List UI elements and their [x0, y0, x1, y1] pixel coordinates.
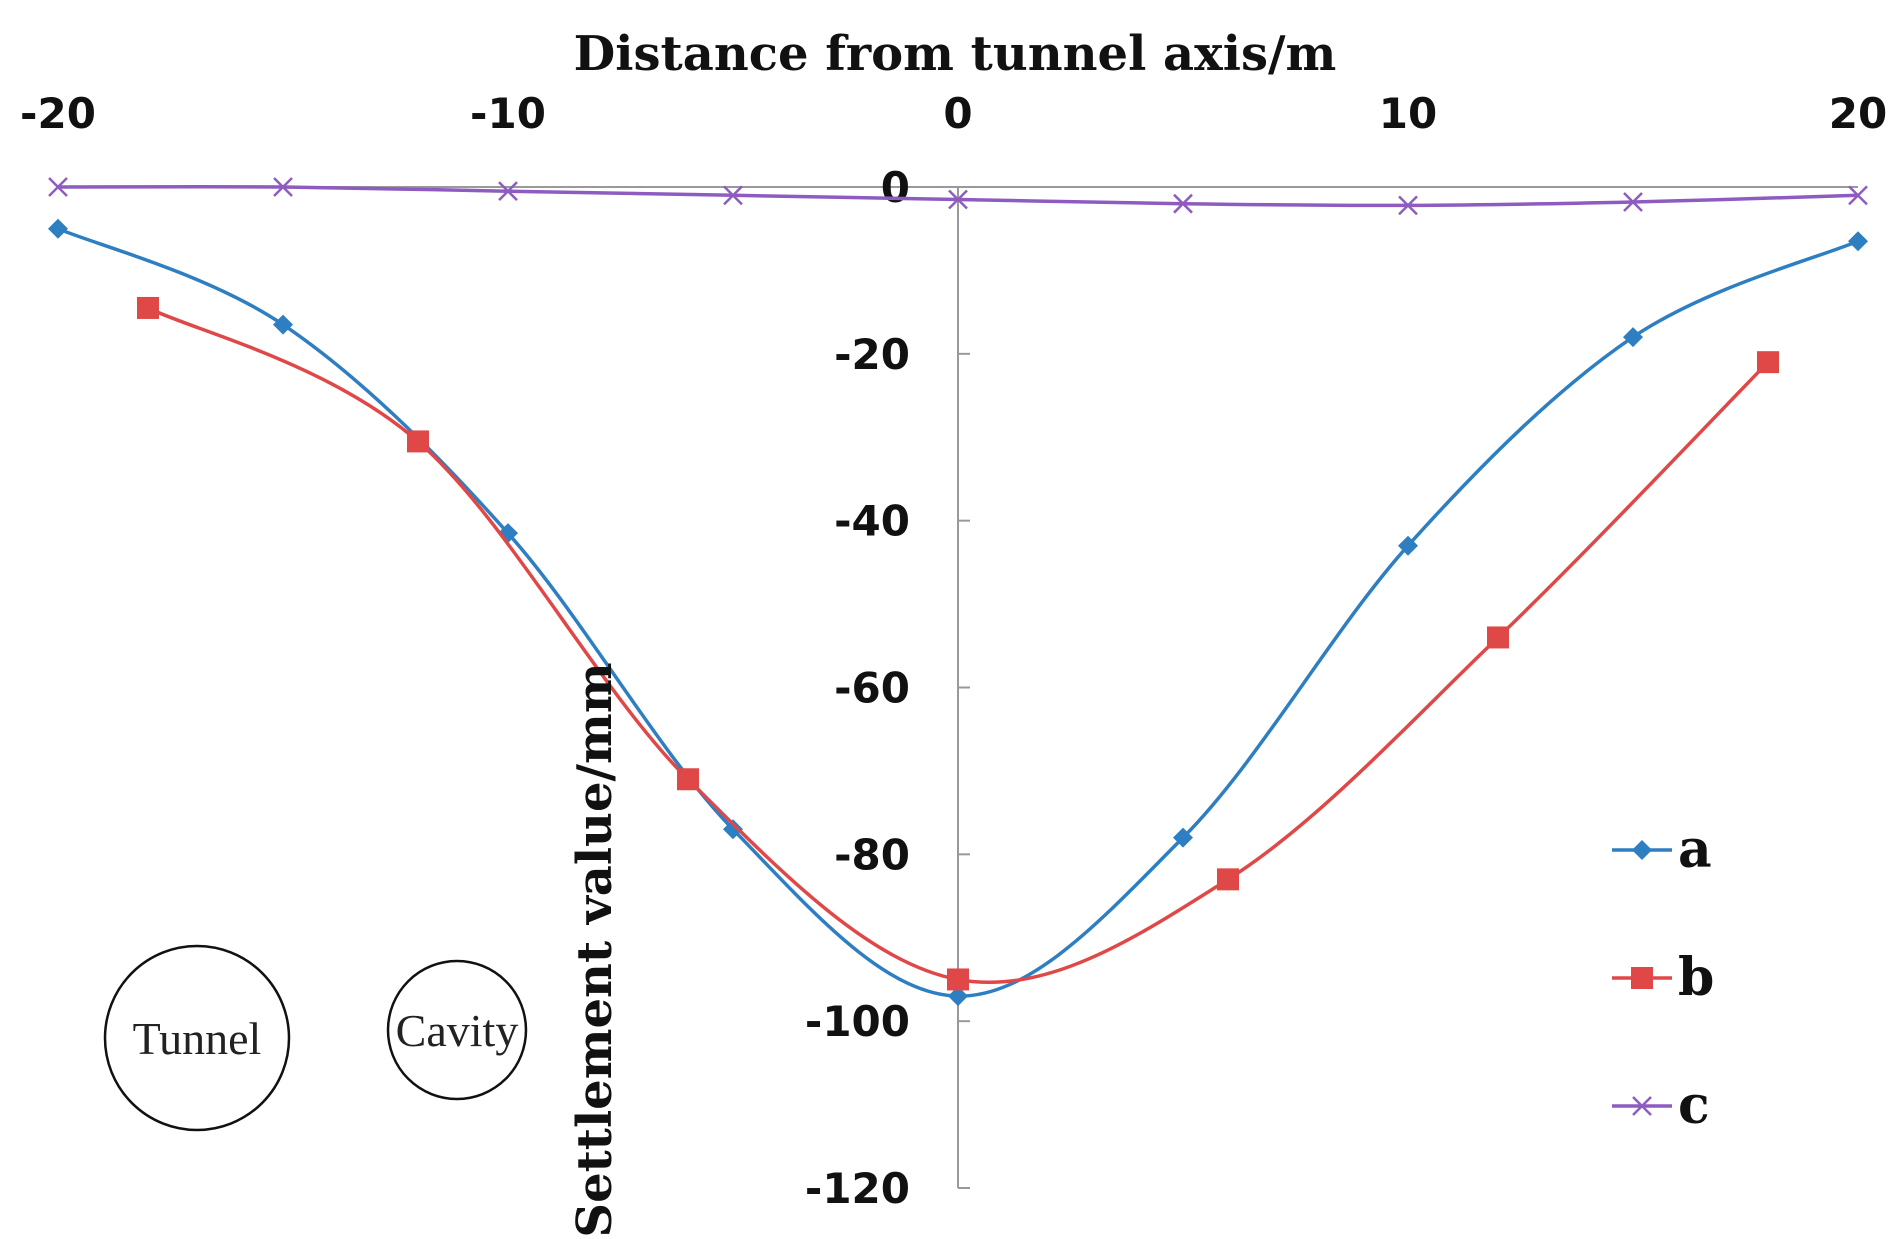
data-point-a: [1173, 827, 1193, 848]
annotation-layer: Tunnel Cavity: [103, 944, 528, 1132]
legend-entry-c: c: [1612, 1075, 1710, 1136]
data-point-c: [948, 189, 968, 210]
x-tick-label: -20: [20, 89, 96, 138]
series-layer: [48, 177, 1868, 1007]
data-point-c: [48, 177, 68, 197]
data-point-a: [1398, 535, 1418, 556]
y-tick-label: -100: [805, 997, 910, 1046]
data-point-c: [1623, 192, 1643, 212]
data-point-b: [1757, 351, 1779, 374]
data-point-a: [948, 986, 968, 1007]
y-tick-label: -60: [834, 664, 910, 713]
data-point-a: [1848, 231, 1868, 252]
data-point-a: [1623, 327, 1643, 348]
legend-marker-a: [1632, 840, 1652, 860]
data-point-b: [137, 296, 159, 319]
x-tick-label: -10: [470, 89, 546, 138]
y-tick-label: -40: [834, 497, 910, 546]
data-point-b: [1217, 868, 1239, 891]
x-tick-label: 0: [943, 89, 972, 138]
series-c: [48, 177, 1868, 216]
x-tick-label: 20: [1829, 89, 1887, 138]
data-point-a: [273, 314, 293, 335]
data-point-c: [498, 181, 518, 202]
data-point-b: [677, 768, 699, 791]
series-b: [137, 296, 1779, 991]
data-point-c: [1848, 185, 1868, 206]
data-point-a: [723, 819, 743, 840]
tick-layer: -20 -10 0 10 200-20-40-60-80-100-120: [20, 89, 1887, 1213]
series-a: [48, 218, 1868, 1007]
legend: a b c: [1612, 819, 1714, 1136]
tunnel-circle: [103, 944, 291, 1132]
legend-entry-a: a: [1612, 819, 1712, 880]
data-point-c: [723, 185, 743, 206]
legend-label-b: b: [1678, 947, 1714, 1008]
data-point-b: [1487, 626, 1509, 649]
y-axis-title: Settlement value/mm: [567, 662, 623, 1237]
x-axis-title: Distance from tunnel axis/m: [574, 26, 1337, 82]
legend-label-a: a: [1678, 819, 1712, 880]
cavity-circle: [386, 959, 528, 1101]
data-point-b: [407, 430, 429, 453]
y-tick-label: -80: [834, 830, 910, 879]
x-tick-label: 10: [1379, 89, 1437, 138]
cavity-label: Cavity: [396, 1005, 519, 1056]
legend-marker-c: [1632, 1096, 1652, 1116]
y-tick-label: 0: [881, 163, 910, 212]
legend-label-c: c: [1678, 1075, 1710, 1136]
tunnel-label: Tunnel: [133, 1013, 262, 1064]
data-point-c: [1173, 193, 1193, 214]
title-layer: Distance from tunnel axis/m Settlement v…: [567, 26, 1336, 1238]
legend-marker-b: [1631, 967, 1653, 989]
y-tick-label: -120: [805, 1164, 910, 1213]
legend-entry-b: b: [1612, 947, 1714, 1008]
data-point-a: [48, 218, 68, 239]
data-point-b: [947, 968, 969, 991]
data-point-c: [1398, 195, 1418, 216]
y-tick-label: -20: [834, 330, 910, 379]
data-point-c: [273, 177, 293, 197]
